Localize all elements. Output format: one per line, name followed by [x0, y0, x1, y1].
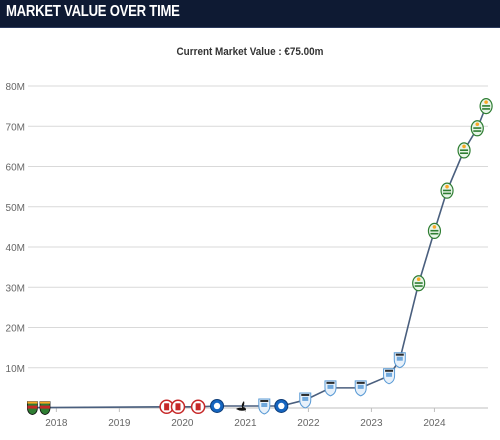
x-tick-label: 2024 — [423, 418, 446, 429]
value-point[interactable] — [27, 401, 38, 416]
stripes-badge-icon — [39, 401, 51, 416]
swan-crest-icon — [235, 400, 246, 411]
y-tick-label: 10M — [6, 364, 25, 375]
red-crest-icon — [190, 399, 206, 415]
green-lion-crest-icon — [457, 142, 471, 159]
page-title: MARKET VALUE OVER TIME — [6, 3, 180, 20]
y-tick-label: 50M — [6, 203, 25, 214]
value-point[interactable] — [427, 222, 442, 239]
x-tick-label: 2023 — [360, 418, 383, 429]
value-point[interactable] — [235, 400, 246, 411]
x-tick-label: 2018 — [45, 418, 68, 429]
red-crest-icon — [170, 399, 186, 415]
value-point[interactable] — [274, 398, 289, 413]
green-lion-crest-icon — [412, 275, 426, 292]
x-tick-label: 2019 — [108, 418, 131, 429]
green-lion-crest-icon — [479, 98, 493, 115]
value-point[interactable] — [210, 398, 225, 413]
sky-blue-crest-icon — [299, 392, 312, 409]
value-point[interactable] — [457, 142, 471, 159]
value-point[interactable] — [479, 98, 493, 115]
value-point[interactable] — [383, 368, 396, 385]
y-tick-label: 30M — [6, 283, 25, 294]
x-axis: 2018 2019 2020 2021 2022 2023 2024 — [45, 408, 446, 429]
sky-blue-crest-icon — [258, 398, 271, 415]
value-point[interactable] — [39, 401, 51, 416]
point-layer — [27, 98, 493, 416]
chart-subtitle: Current Market Value : €75.00m — [176, 46, 324, 58]
y-axis: 10M 20M 30M 40M 50M 60M 70M 80M — [6, 82, 25, 375]
value-point[interactable] — [258, 398, 271, 415]
stripes-badge-icon — [27, 401, 38, 416]
sky-blue-crest-icon — [324, 380, 337, 397]
green-lion-crest-icon — [427, 222, 442, 239]
x-tick-label: 2021 — [234, 418, 257, 429]
sky-blue-crest-icon — [354, 380, 367, 397]
green-lion-crest-icon — [440, 182, 454, 199]
sky-blue-crest-icon — [383, 368, 396, 385]
x-tick-label: 2022 — [297, 418, 320, 429]
value-point[interactable] — [190, 399, 206, 415]
line-layer — [32, 105, 487, 409]
y-tick-label: 70M — [6, 122, 25, 133]
market-value-line — [32, 105, 487, 409]
value-point[interactable] — [412, 275, 426, 292]
x-tick-label: 2020 — [171, 418, 194, 429]
sky-blue-crest-icon — [393, 352, 406, 369]
header-bar: MARKET VALUE OVER TIME — [0, 0, 500, 28]
y-tick-label: 60M — [6, 163, 25, 174]
value-point[interactable] — [393, 352, 406, 369]
y-tick-label: 40M — [6, 243, 25, 254]
y-tick-label: 80M — [6, 82, 25, 93]
value-point[interactable] — [299, 392, 312, 409]
grid-layer — [28, 85, 488, 409]
blue-crest-icon — [210, 398, 225, 413]
value-point[interactable] — [440, 182, 454, 199]
value-point[interactable] — [324, 380, 337, 397]
value-point[interactable] — [354, 380, 367, 397]
green-lion-crest-icon — [470, 120, 484, 137]
blue-crest-icon — [274, 398, 289, 413]
value-point[interactable] — [470, 120, 484, 137]
value-point[interactable] — [170, 399, 186, 415]
y-tick-label: 20M — [6, 324, 25, 335]
